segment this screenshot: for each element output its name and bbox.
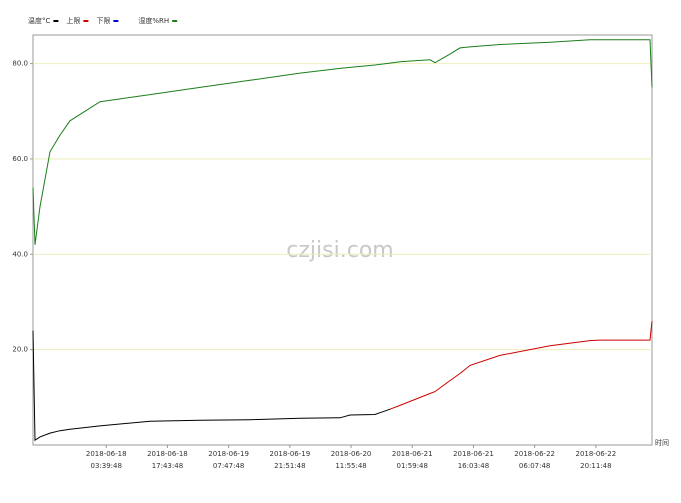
x-tick-label: 01:59:48 — [397, 462, 428, 470]
legend-label: 上限 — [66, 16, 80, 25]
x-axis-label: 时间 — [655, 438, 669, 447]
x-tick-label: 2018-06-18 — [147, 450, 188, 458]
x-tick-label: 06:07:48 — [519, 462, 550, 470]
series-line — [32, 330, 391, 442]
watermark: czjisi.com — [286, 238, 393, 263]
y-tick-label: 60.0 — [12, 155, 28, 163]
x-tick-label: 11:55:48 — [335, 462, 366, 470]
x-tick-label: 2018-06-18 — [86, 450, 127, 458]
x-tick-label: 2018-06-21 — [392, 450, 433, 458]
x-tick-label: 2018-06-22 — [576, 450, 617, 458]
y-tick-label: 20.0 — [12, 346, 28, 354]
x-tick-label: 20:11:48 — [580, 462, 611, 470]
x-tick-label: 03:39:48 — [91, 462, 122, 470]
y-tick-label: 40.0 — [12, 250, 28, 258]
x-tick-label: 16:03:48 — [458, 462, 489, 470]
x-tick-label: 2018-06-20 — [331, 450, 372, 458]
series-line — [389, 320, 653, 410]
x-tick-label: 17:43:48 — [152, 462, 183, 470]
x-tick-label: 21:51:48 — [274, 462, 305, 470]
series-line — [32, 39, 653, 245]
y-tick-label: 80.0 — [12, 60, 28, 68]
x-tick-label: 2018-06-19 — [208, 450, 249, 458]
legend-label: 下限 — [96, 16, 110, 25]
x-tick-label: 2018-06-21 — [453, 450, 494, 458]
plot-frame — [32, 34, 653, 446]
legend-label: 湿度%RH — [138, 16, 169, 25]
x-tick-label: 2018-06-22 — [514, 450, 555, 458]
x-tick-label: 2018-06-19 — [269, 450, 310, 458]
legend-label: 温度°C — [28, 16, 50, 25]
x-tick-label: 07:47:48 — [213, 462, 244, 470]
